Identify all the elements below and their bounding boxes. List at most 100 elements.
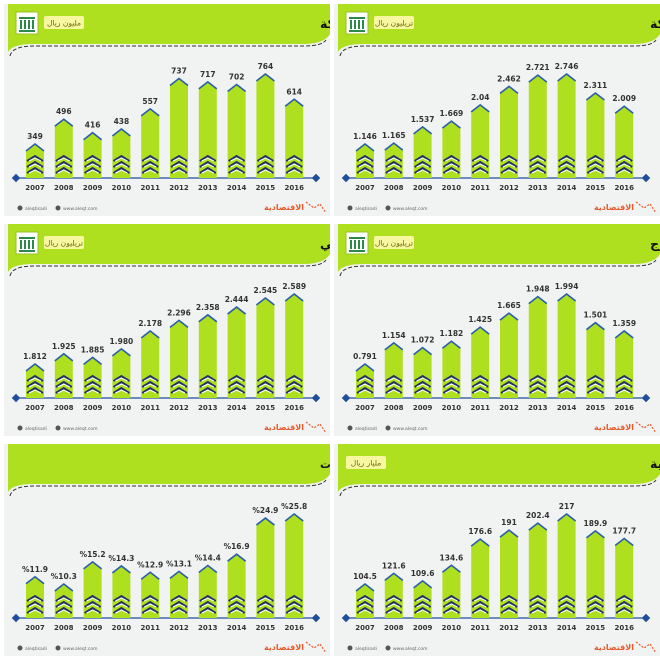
bar [25, 575, 45, 618]
bar [355, 142, 375, 178]
twitter-icon [347, 425, 353, 431]
x-tick-label: 2011 [140, 404, 160, 412]
chart-svg: نسبة الصادرات غير النفطية من إجمالي الصا… [4, 444, 330, 654]
footer-twitter: aleqtisadi [355, 206, 377, 212]
data-label: 1.072 [411, 336, 435, 345]
footer-web: www.aleqt.com [63, 646, 98, 652]
bar [441, 564, 461, 618]
x-tick-label: 2016 [284, 184, 304, 192]
data-label: 217 [559, 502, 575, 511]
chart-svg: تطور الناتج المحلي الإجمالي تريليون ريال 1… [4, 224, 330, 434]
x-tick-label: 2012 [169, 184, 189, 192]
footer-twitter: aleqtisadi [355, 426, 377, 432]
bar [227, 83, 247, 178]
data-label: 349 [27, 132, 43, 141]
globe-icon [55, 645, 61, 651]
axis-end-marker [11, 393, 21, 403]
bar [470, 103, 490, 178]
bank-icon [15, 231, 39, 255]
x-tick-label: 2015 [256, 184, 276, 192]
chart-svg: تطور استثمارات المملكة بالخارج تريليون ري… [334, 224, 660, 434]
footer-twitter: aleqtisadi [355, 646, 377, 652]
chart-panel-foreign-reserves: تطور الاحتياطي الأجنبي للمملكة مليون ريال… [4, 4, 330, 216]
x-tick-label: 2014 [557, 184, 577, 192]
data-label: 438 [114, 117, 130, 126]
brand-trend-line [305, 201, 327, 214]
bar [557, 72, 577, 178]
bar [614, 105, 634, 178]
brand-trend-line [635, 201, 657, 214]
bar [255, 517, 275, 618]
x-tick-label: 2011 [140, 624, 160, 632]
data-label: 109.6 [411, 569, 435, 578]
data-label: 1.425 [468, 315, 492, 324]
bar [54, 582, 74, 618]
bar [111, 127, 131, 178]
footer-web: www.aleqt.com [63, 206, 98, 212]
axis-end-marker [341, 173, 351, 183]
unit-badge: تريليون ريال [44, 236, 84, 249]
bar [441, 340, 461, 398]
bar [528, 74, 548, 178]
bar [499, 85, 519, 178]
x-tick-label: 2008 [54, 184, 74, 192]
x-tick-label: 2015 [586, 404, 606, 412]
footer-twitter: aleqtisadi [25, 646, 47, 652]
bar [384, 341, 404, 398]
twitter-icon [347, 645, 353, 651]
data-label: 104.5 [353, 572, 377, 581]
axis-end-marker [341, 613, 351, 623]
unit-label: تريليون ريال [375, 239, 413, 248]
x-tick-label: 2016 [284, 404, 304, 412]
bar [528, 522, 548, 618]
data-label: 2.311 [584, 81, 608, 90]
x-tick-label: 2008 [54, 404, 74, 412]
x-tick-label: 2014 [227, 624, 247, 632]
x-tick-label: 2010 [112, 184, 132, 192]
bar [169, 570, 189, 618]
x-tick-label: 2009 [413, 184, 433, 192]
bank-icon [15, 11, 39, 35]
bar [384, 142, 404, 178]
twitter-icon [17, 205, 23, 211]
brand-logo-text: الاقتصادية [594, 643, 634, 652]
unit-badge: مليار ريال [346, 456, 386, 469]
x-tick-label: 2015 [256, 404, 276, 412]
axis-end-marker [311, 613, 321, 623]
chart-title: تطور الاحتياطي الأجنبي للمملكة [320, 16, 330, 31]
footer-web: www.aleqt.com [393, 206, 428, 212]
axis-end-marker [641, 393, 651, 403]
bar [111, 347, 131, 398]
axis-end-marker [641, 613, 651, 623]
x-tick-label: 2012 [169, 404, 189, 412]
bar [284, 98, 304, 178]
chart-svg: تطور الصادرات غير النفطية مليار ريال 104.5… [334, 444, 660, 654]
x-tick-label: 2013 [528, 404, 548, 412]
unit-badge: تريليون ريال [374, 16, 414, 29]
x-tick-label: 2009 [83, 624, 103, 632]
bank-icon [345, 231, 369, 255]
bar [284, 292, 304, 398]
footer-web: www.aleqt.com [393, 426, 428, 432]
brand-logo-text: الاقتصادية [264, 643, 304, 652]
bar [499, 312, 519, 398]
x-tick-label: 2008 [384, 624, 404, 632]
x-tick-label: 2010 [442, 184, 462, 192]
title-banner [4, 4, 330, 52]
bar [25, 142, 45, 178]
brand-logo-text: الاقتصادية [264, 423, 304, 432]
data-label: %15.2 [80, 550, 106, 559]
bar [585, 92, 605, 178]
bar [384, 572, 404, 618]
data-label: 416 [85, 121, 101, 130]
data-label: 176.6 [468, 527, 492, 536]
data-label: 1.980 [110, 337, 134, 346]
bar [355, 582, 375, 618]
footer-twitter: aleqtisadi [25, 426, 47, 432]
x-tick-label: 2012 [499, 184, 519, 192]
unit-badge: تريليون ريال [374, 236, 414, 249]
x-tick-label: 2015 [586, 184, 606, 192]
data-label: 2.746 [555, 62, 579, 71]
data-label: 202.4 [526, 511, 550, 520]
data-label: 189.9 [584, 519, 608, 528]
